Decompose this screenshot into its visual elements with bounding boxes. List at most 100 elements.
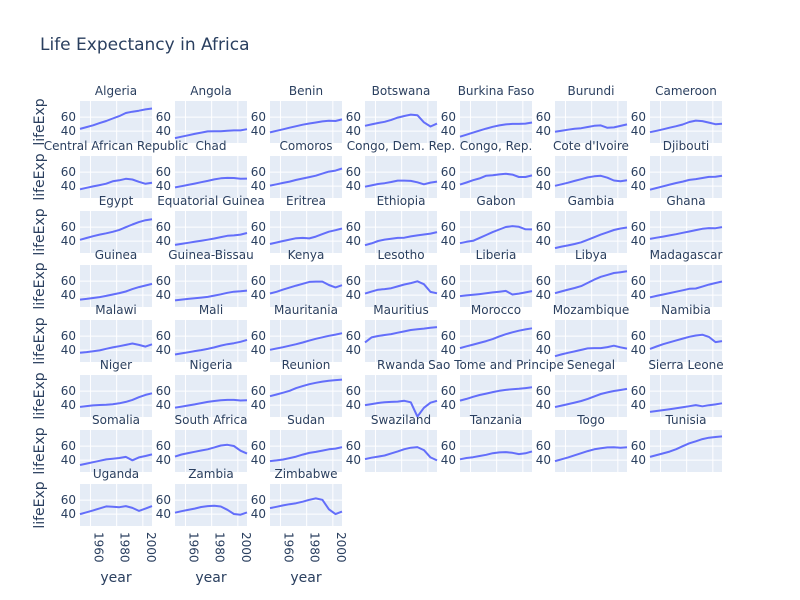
panel-background — [650, 320, 722, 362]
series-line — [174, 338, 248, 356]
y-tick-label: 40 — [346, 234, 361, 248]
y-tick-label: 60 — [346, 165, 361, 179]
panel-background — [175, 320, 247, 362]
panel-background — [80, 484, 152, 526]
y-tick-label: 60 — [536, 384, 551, 398]
y-tick-label: 60 — [346, 384, 361, 398]
series-line — [554, 270, 628, 295]
facet-title: Rwanda — [377, 358, 425, 372]
panel-background — [175, 430, 247, 472]
series-line — [364, 399, 438, 418]
facet-title: Zambia — [188, 467, 234, 481]
y-tick-label: 40 — [441, 398, 456, 412]
series-line — [459, 121, 533, 138]
y-tick-label: 40 — [156, 453, 171, 467]
y-axis-title: lifeExp — [32, 208, 48, 255]
facet-title: Sao Tome and Principe — [428, 358, 564, 372]
series-line — [174, 128, 248, 140]
x-axis-title: year — [100, 570, 131, 586]
y-tick-label: 40 — [61, 507, 76, 521]
y-tick-label: 40 — [251, 343, 266, 357]
y-tick-label: 60 — [631, 274, 646, 288]
y-tick-label: 60 — [61, 439, 76, 453]
series-line — [79, 282, 153, 301]
facet-title: Somalia — [92, 413, 140, 427]
panel-background — [365, 156, 437, 198]
facet-title: Egypt — [99, 194, 134, 208]
series-line — [554, 387, 628, 408]
facet-title: Madagascar — [650, 248, 723, 262]
y-tick-label: 40 — [631, 398, 646, 412]
facet-panels: Algeria4060Angola4060Benin4060Botswana40… — [44, 84, 724, 526]
facet-title: Kenya — [288, 248, 325, 262]
x-tick-label: 2000 — [239, 532, 253, 563]
facet-title: Nigeria — [190, 358, 233, 372]
series-line — [174, 504, 248, 516]
y-tick-label: 40 — [346, 124, 361, 138]
y-tick-label: 40 — [631, 288, 646, 302]
panel-background — [175, 211, 247, 253]
y-tick-label: 60 — [156, 165, 171, 179]
y-tick-label: 40 — [441, 124, 456, 138]
series-line — [174, 176, 248, 189]
facet-title: Lesotho — [377, 248, 424, 262]
series-line — [79, 453, 153, 466]
facet-title: Malawi — [95, 303, 137, 317]
facet-title: Congo, Dem. Rep. — [347, 139, 455, 153]
y-tick-label: 40 — [156, 179, 171, 193]
y-tick-label: 40 — [441, 453, 456, 467]
y-tick-label: 60 — [346, 329, 361, 343]
y-tick-label: 60 — [61, 493, 76, 507]
y-tick-label: 40 — [346, 179, 361, 193]
y-tick-label: 60 — [61, 220, 76, 234]
facet-title: Djibouti — [663, 139, 710, 153]
y-tick-label: 40 — [441, 343, 456, 357]
y-tick-label: 40 — [441, 288, 456, 302]
facet-title: Chad — [196, 139, 227, 153]
y-tick-label: 40 — [536, 234, 551, 248]
y-tick-label: 40 — [61, 453, 76, 467]
y-tick-label: 40 — [346, 453, 361, 467]
y-tick-label: 60 — [441, 220, 456, 234]
y-axis-title: lifeExp — [32, 317, 48, 364]
panel-background — [460, 211, 532, 253]
series-line — [649, 402, 723, 413]
y-tick-label: 60 — [251, 165, 266, 179]
y-tick-label: 40 — [156, 507, 171, 521]
chart-title: Life Expectancy in Africa — [40, 35, 250, 55]
y-tick-label: 60 — [156, 220, 171, 234]
panel-background — [80, 320, 152, 362]
y-tick-label: 40 — [631, 234, 646, 248]
facet-title: Uganda — [93, 467, 139, 481]
y-tick-label: 40 — [61, 234, 76, 248]
facet-title: Mauritius — [373, 303, 428, 317]
series-line — [364, 179, 438, 188]
facet-title: Botswana — [372, 84, 431, 98]
facet-title: Swaziland — [371, 413, 431, 427]
panel-background — [270, 375, 342, 417]
facet-title: Angola — [190, 84, 231, 98]
y-tick-label: 40 — [156, 124, 171, 138]
y-tick-label: 60 — [251, 110, 266, 124]
y-tick-label: 60 — [631, 439, 646, 453]
x-tick-label: 2000 — [334, 532, 348, 563]
x-tick-label: 1980 — [213, 532, 227, 563]
